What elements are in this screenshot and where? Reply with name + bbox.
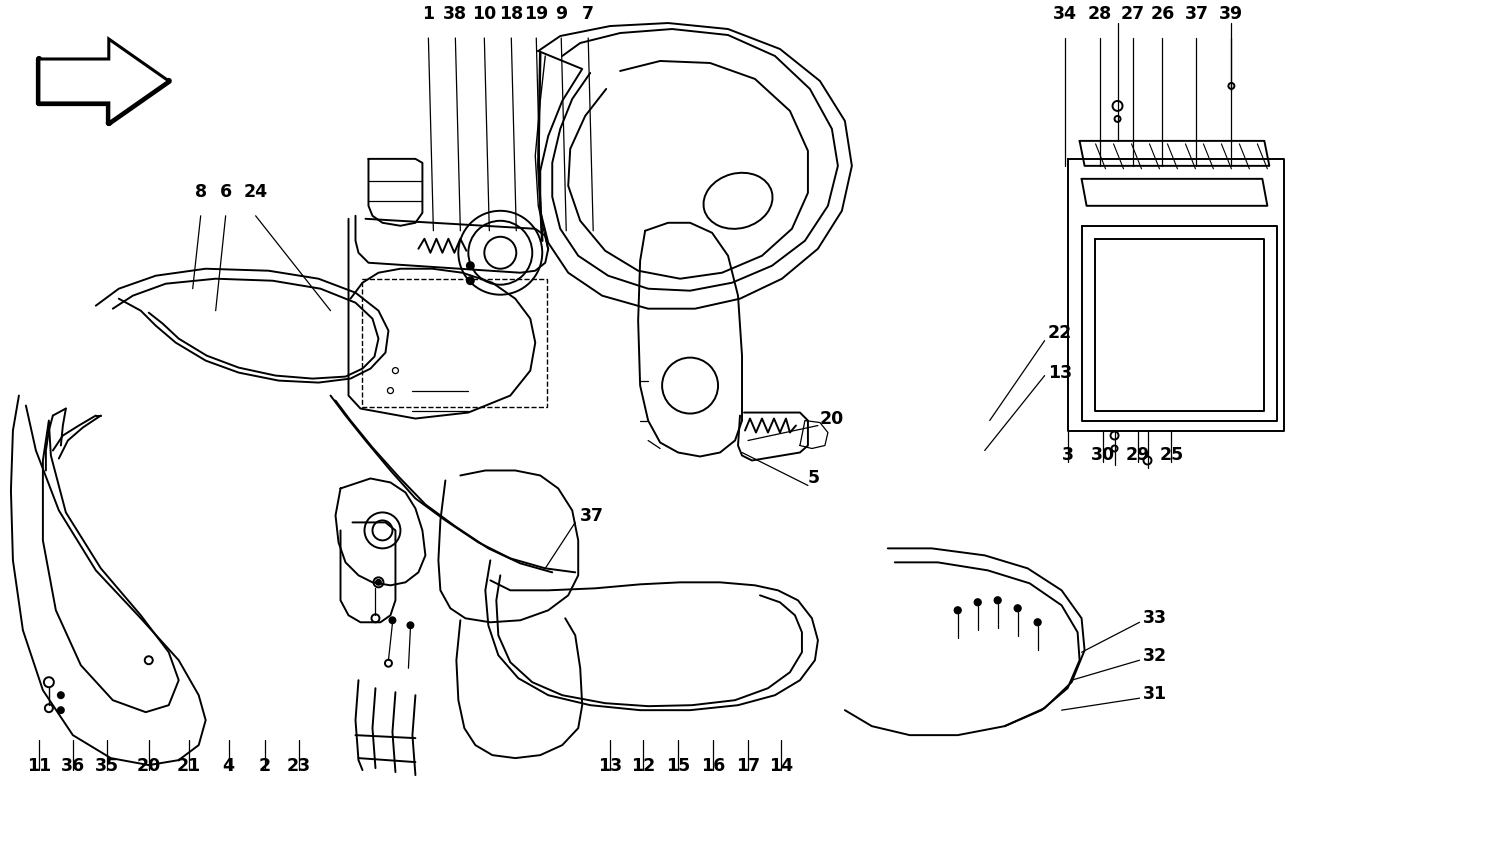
Text: 6: 6 xyxy=(219,183,231,201)
Polygon shape xyxy=(39,39,168,123)
Text: 16: 16 xyxy=(700,757,724,775)
Circle shape xyxy=(954,606,962,614)
Text: 31: 31 xyxy=(1143,685,1167,703)
Text: 5: 5 xyxy=(808,469,820,488)
Text: 30: 30 xyxy=(1090,446,1114,464)
Text: 25: 25 xyxy=(1160,446,1184,464)
Text: 1: 1 xyxy=(423,5,435,23)
Text: 33: 33 xyxy=(1143,609,1167,628)
Text: 37: 37 xyxy=(580,507,604,525)
Text: 26: 26 xyxy=(1150,5,1174,23)
Text: 29: 29 xyxy=(1125,446,1149,464)
Circle shape xyxy=(408,623,414,628)
Circle shape xyxy=(58,707,64,713)
Circle shape xyxy=(466,263,474,269)
Text: 39: 39 xyxy=(1220,5,1244,23)
Text: 37: 37 xyxy=(1185,5,1209,23)
Text: 24: 24 xyxy=(243,183,267,201)
Circle shape xyxy=(994,597,1000,604)
Circle shape xyxy=(466,277,474,285)
Text: 4: 4 xyxy=(222,757,234,775)
Text: 2: 2 xyxy=(258,757,270,775)
Text: 18: 18 xyxy=(500,5,523,23)
Text: 11: 11 xyxy=(27,757,51,775)
Circle shape xyxy=(58,692,64,698)
Text: 20: 20 xyxy=(136,757,160,775)
Text: 13: 13 xyxy=(1047,363,1072,382)
Circle shape xyxy=(1014,605,1022,612)
Text: 28: 28 xyxy=(1088,5,1112,23)
Text: 32: 32 xyxy=(1143,647,1167,665)
Text: 14: 14 xyxy=(770,757,794,775)
Text: 35: 35 xyxy=(94,757,118,775)
Text: 15: 15 xyxy=(666,757,690,775)
Circle shape xyxy=(974,599,981,606)
Text: 27: 27 xyxy=(1120,5,1144,23)
Circle shape xyxy=(390,617,396,623)
Circle shape xyxy=(376,580,381,584)
Bar xyxy=(363,279,548,407)
Text: 13: 13 xyxy=(598,757,622,775)
Text: 3: 3 xyxy=(1062,446,1074,464)
Text: 8: 8 xyxy=(195,183,207,201)
Text: 36: 36 xyxy=(62,757,86,775)
Text: 17: 17 xyxy=(736,757,760,775)
Text: 38: 38 xyxy=(444,5,468,23)
Text: 20: 20 xyxy=(821,410,844,428)
Text: 7: 7 xyxy=(582,5,594,23)
Text: 22: 22 xyxy=(1047,324,1072,341)
Text: 10: 10 xyxy=(472,5,496,23)
Circle shape xyxy=(1034,619,1041,626)
Text: 19: 19 xyxy=(524,5,549,23)
Text: 34: 34 xyxy=(1053,5,1077,23)
Text: 12: 12 xyxy=(632,757,656,775)
Text: 9: 9 xyxy=(555,5,567,23)
Text: 21: 21 xyxy=(177,757,201,775)
Text: 23: 23 xyxy=(286,757,310,775)
